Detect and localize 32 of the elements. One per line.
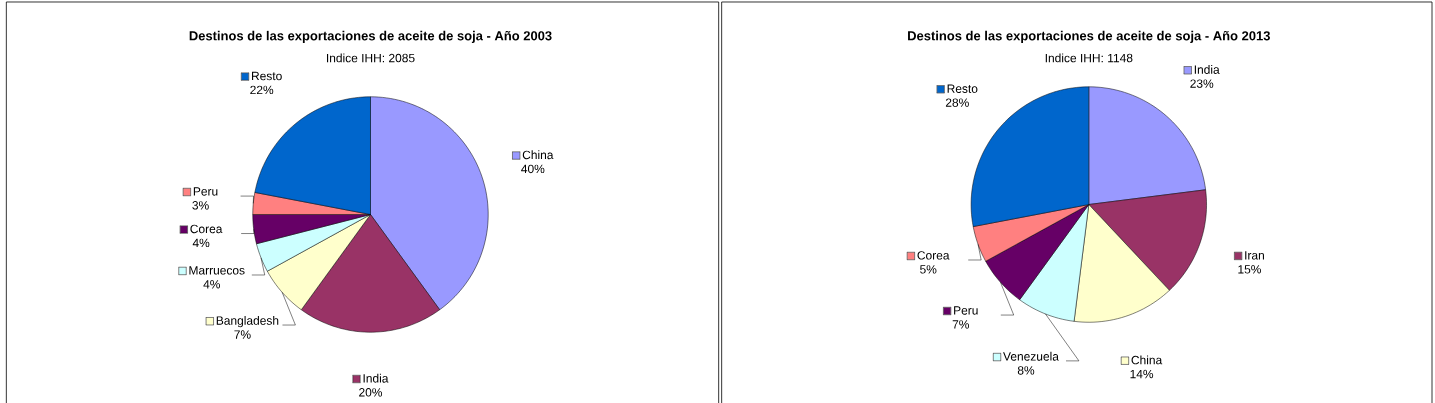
data-label: 4% <box>192 238 210 248</box>
data-label: 7% <box>234 330 251 339</box>
data-label: 7% <box>952 320 969 329</box>
data-label: 14% <box>1130 369 1154 379</box>
legend-label: India <box>1194 65 1220 74</box>
chart-subtitle: Indice IHH: 1148 <box>1045 53 1133 63</box>
legend-label: Peru <box>193 187 218 196</box>
chart-subtitle: Indice IHH: 2085 <box>327 53 415 63</box>
legend-label: China <box>522 150 554 160</box>
legend-label: Resto <box>252 71 282 81</box>
legend-label: China <box>1131 355 1163 365</box>
data-label: 40% <box>521 164 545 174</box>
legend-label: Marruecos <box>189 266 245 275</box>
legend-label: Corea <box>917 251 950 260</box>
legend-label: India <box>363 373 389 383</box>
data-label: 4% <box>203 280 220 289</box>
legend-label: Peru <box>954 306 978 315</box>
legend-label: Venezuela <box>1003 351 1059 361</box>
legend-label: Bangladesh <box>216 315 279 328</box>
data-label: 28% <box>945 98 969 107</box>
data-label: 5% <box>920 265 937 274</box>
data-label: 22% <box>250 85 274 95</box>
data-label: 20% <box>359 388 383 397</box>
data-label: 15% <box>1238 265 1261 274</box>
chart-title: Destinos de las exportaciones de aceite de soja - Año 2003 <box>189 30 552 43</box>
data-label: 23% <box>1190 79 1214 88</box>
legend-label: Iran <box>1245 251 1264 260</box>
data-label: 3% <box>192 201 209 210</box>
data-label: 8% <box>1017 366 1035 375</box>
legend-label: Corea <box>190 224 223 234</box>
legend-label: Resto <box>947 84 978 93</box>
chart-title: Destinos de las exportaciones de aceite de soja - Año 2013 <box>908 30 1270 43</box>
